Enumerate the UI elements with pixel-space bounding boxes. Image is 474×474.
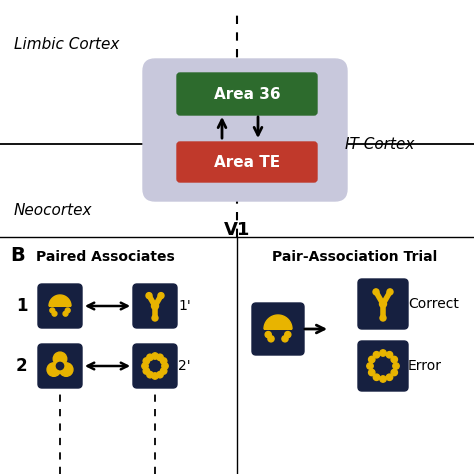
Circle shape xyxy=(53,352,67,365)
FancyBboxPatch shape xyxy=(358,341,408,391)
Circle shape xyxy=(367,363,373,369)
Circle shape xyxy=(268,336,274,342)
Circle shape xyxy=(162,363,168,369)
Circle shape xyxy=(152,373,158,379)
Circle shape xyxy=(391,369,398,376)
Circle shape xyxy=(161,358,167,364)
Circle shape xyxy=(59,363,73,376)
Circle shape xyxy=(152,302,158,310)
Circle shape xyxy=(373,289,379,295)
Circle shape xyxy=(143,368,149,374)
Circle shape xyxy=(380,301,386,308)
Circle shape xyxy=(152,315,158,321)
Circle shape xyxy=(157,354,163,361)
Text: Neocortex: Neocortex xyxy=(14,202,92,218)
Circle shape xyxy=(369,369,375,376)
Circle shape xyxy=(282,336,288,342)
FancyBboxPatch shape xyxy=(143,59,347,201)
Circle shape xyxy=(158,292,164,299)
Circle shape xyxy=(56,362,64,370)
FancyBboxPatch shape xyxy=(177,73,317,115)
Text: B: B xyxy=(10,246,25,265)
Circle shape xyxy=(393,363,399,369)
Polygon shape xyxy=(49,295,71,306)
Circle shape xyxy=(265,331,271,337)
Text: Area TE: Area TE xyxy=(214,155,280,170)
Circle shape xyxy=(380,350,386,356)
Circle shape xyxy=(380,376,386,382)
FancyBboxPatch shape xyxy=(358,279,408,329)
Text: 2: 2 xyxy=(16,357,27,375)
FancyBboxPatch shape xyxy=(177,142,317,182)
Text: Pair-Association Trial: Pair-Association Trial xyxy=(273,250,438,264)
Circle shape xyxy=(285,331,291,337)
Text: Correct: Correct xyxy=(408,297,459,311)
FancyBboxPatch shape xyxy=(133,344,177,388)
Circle shape xyxy=(147,354,153,361)
Text: V1: V1 xyxy=(224,221,250,239)
Circle shape xyxy=(374,352,380,358)
Circle shape xyxy=(142,363,148,369)
Circle shape xyxy=(146,292,152,299)
FancyBboxPatch shape xyxy=(133,284,177,328)
Text: 1: 1 xyxy=(16,297,27,315)
Circle shape xyxy=(374,374,380,381)
Text: Paired Associates: Paired Associates xyxy=(36,250,174,264)
Text: Area 36: Area 36 xyxy=(214,86,280,101)
Circle shape xyxy=(152,353,158,359)
FancyBboxPatch shape xyxy=(38,344,82,388)
Circle shape xyxy=(63,311,68,316)
Text: Limbic Cortex: Limbic Cortex xyxy=(14,36,119,52)
Polygon shape xyxy=(264,315,292,329)
Circle shape xyxy=(386,374,392,381)
Circle shape xyxy=(391,356,398,363)
Circle shape xyxy=(143,358,149,364)
Circle shape xyxy=(157,372,163,378)
Circle shape xyxy=(65,308,70,313)
Circle shape xyxy=(147,372,153,378)
Circle shape xyxy=(386,352,392,358)
Circle shape xyxy=(50,308,55,313)
Circle shape xyxy=(387,289,393,295)
Text: 1': 1' xyxy=(178,299,191,313)
Circle shape xyxy=(161,368,167,374)
Text: 2': 2' xyxy=(178,359,191,373)
Circle shape xyxy=(369,356,375,363)
Circle shape xyxy=(380,315,386,321)
Text: IT Cortex: IT Cortex xyxy=(345,137,414,152)
Circle shape xyxy=(47,363,61,376)
Text: Error: Error xyxy=(408,359,442,373)
FancyBboxPatch shape xyxy=(38,284,82,328)
FancyBboxPatch shape xyxy=(252,303,304,355)
Circle shape xyxy=(52,311,57,316)
